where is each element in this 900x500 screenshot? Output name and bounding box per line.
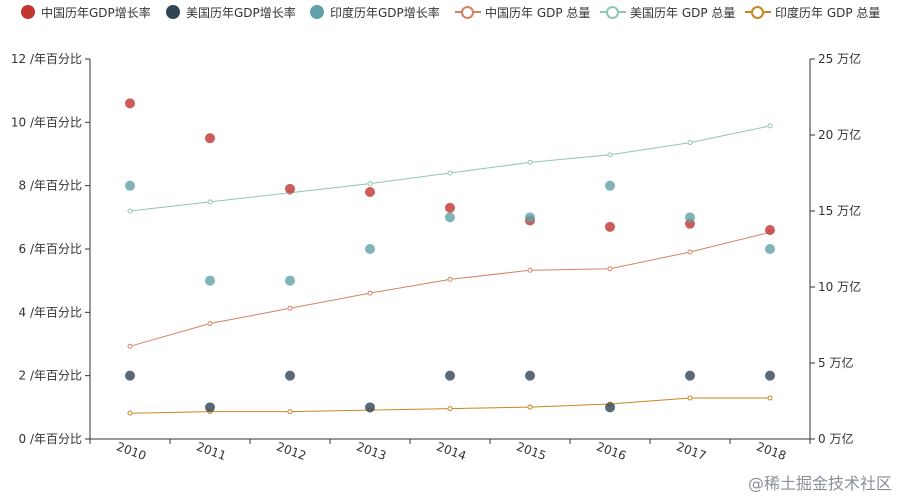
scatter-point [125, 98, 135, 109]
scatter-point [365, 402, 375, 413]
legend-usa-growth[interactable]: 美国历年GDP增长率 [166, 3, 296, 21]
line-point [127, 410, 133, 416]
line-point [527, 404, 533, 410]
scatter-point [285, 275, 295, 286]
chart-legend: 中国历年GDP增长率 美国历年GDP增长率 印度历年GDP增长率 中国历年 GD… [0, 0, 900, 24]
line-point [127, 208, 133, 214]
line-point [767, 395, 773, 401]
line-point [447, 170, 453, 176]
line-point [767, 123, 773, 129]
y-right-tick-label: 10 万亿 [818, 279, 861, 294]
x-tick-label: 2013 [355, 439, 388, 463]
watermark: @稀土掘金技术社区 [747, 474, 892, 493]
y-left-tick-label: 4 /年百分比 [19, 305, 83, 319]
line-point [607, 266, 613, 272]
line-point [207, 320, 213, 326]
scatter-point [205, 275, 215, 286]
y-left-tick-label: 10 /年百分比 [11, 115, 82, 129]
legend-india-growth[interactable]: 印度历年GDP增长率 [310, 3, 440, 21]
legend-label-usa-total: 美国历年 GDP 总量 [630, 5, 736, 20]
x-tick-label: 2011 [195, 439, 228, 463]
line-point [607, 152, 613, 158]
legend-line-china-total [455, 5, 481, 19]
y-right-tick-label: 25 万亿 [818, 51, 861, 66]
line-point [287, 305, 293, 311]
legend-india-total[interactable]: 印度历年 GDP 总量 [745, 3, 880, 21]
y-left-tick-label: 12 /年百分比 [11, 52, 82, 66]
legend-dot-usa-growth [166, 5, 180, 19]
x-tick-label: 2014 [435, 439, 468, 463]
y-left-tick-label: 8 /年百分比 [19, 179, 83, 193]
legend-label-india-total: 印度历年 GDP 总量 [775, 5, 881, 20]
legend-dot-china-growth [21, 5, 35, 19]
scatter-point [445, 202, 455, 213]
legend-label-china-total: 中国历年 GDP 总量 [485, 5, 591, 20]
x-tick-label: 2010 [115, 439, 148, 463]
line-point [687, 249, 693, 255]
legend-china-growth[interactable]: 中国历年GDP增长率 [21, 3, 151, 21]
legend-line-india-total [745, 5, 771, 19]
line-point [287, 409, 293, 415]
scatter-point [605, 221, 615, 232]
x-tick-label: 2015 [515, 439, 548, 463]
y-right-tick-label: 5 万亿 [818, 355, 853, 370]
line-point [367, 181, 373, 187]
x-tick-label: 2017 [675, 439, 708, 463]
scatter-point [685, 370, 695, 381]
x-tick-label: 2012 [275, 439, 308, 463]
scatter-point [365, 187, 375, 197]
scatter-point [125, 370, 135, 381]
x-tick-label: 2016 [595, 439, 628, 463]
legend-label-usa-growth: 美国历年GDP增长率 [186, 5, 296, 20]
line-point [447, 276, 453, 282]
scatter-point [285, 183, 295, 194]
scatter-point [205, 133, 215, 144]
line-series-1 [129, 125, 771, 212]
y-right-tick-label: 20 万亿 [818, 127, 861, 142]
scatter-point [445, 370, 455, 381]
scatter-point [285, 370, 295, 381]
line-point [687, 395, 693, 401]
scatter-point [765, 225, 775, 235]
scatter-point [525, 212, 535, 223]
y-left-tick-label: 2 /年百分比 [19, 369, 83, 383]
y-right-tick-label: 15 万亿 [818, 203, 861, 218]
line-point [527, 267, 533, 273]
line-point [127, 343, 133, 349]
line-point [367, 290, 373, 296]
scatter-point [525, 370, 535, 381]
y-left-tick-label: 6 /年百分比 [19, 242, 83, 256]
legend-china-total[interactable]: 中国历年 GDP 总量 [455, 3, 590, 21]
line-point [207, 199, 213, 205]
y-left-tick-label: 0 /年百分比 [19, 432, 83, 446]
scatter-point [605, 180, 615, 191]
legend-usa-total[interactable]: 美国历年 GDP 总量 [600, 3, 735, 21]
y-right-tick-label: 0 万亿 [818, 431, 853, 446]
legend-label-china-growth: 中国历年GDP增长率 [41, 5, 151, 20]
legend-line-usa-total [600, 5, 626, 19]
legend-dot-india-growth [310, 5, 324, 19]
scatter-point [445, 212, 455, 223]
scatter-point [365, 244, 375, 254]
line-point [687, 140, 693, 146]
scatter-point [685, 212, 695, 223]
scatter-point [125, 180, 135, 191]
line-point [447, 406, 453, 412]
legend-label-india-growth: 印度历年GDP增长率 [330, 5, 440, 20]
scatter-point [605, 402, 615, 413]
line-series-0 [129, 231, 771, 347]
scatter-point [765, 244, 775, 254]
line-point [527, 159, 533, 165]
scatter-point [205, 402, 215, 413]
scatter-point [765, 370, 775, 381]
x-tick-label: 2018 [755, 439, 788, 463]
